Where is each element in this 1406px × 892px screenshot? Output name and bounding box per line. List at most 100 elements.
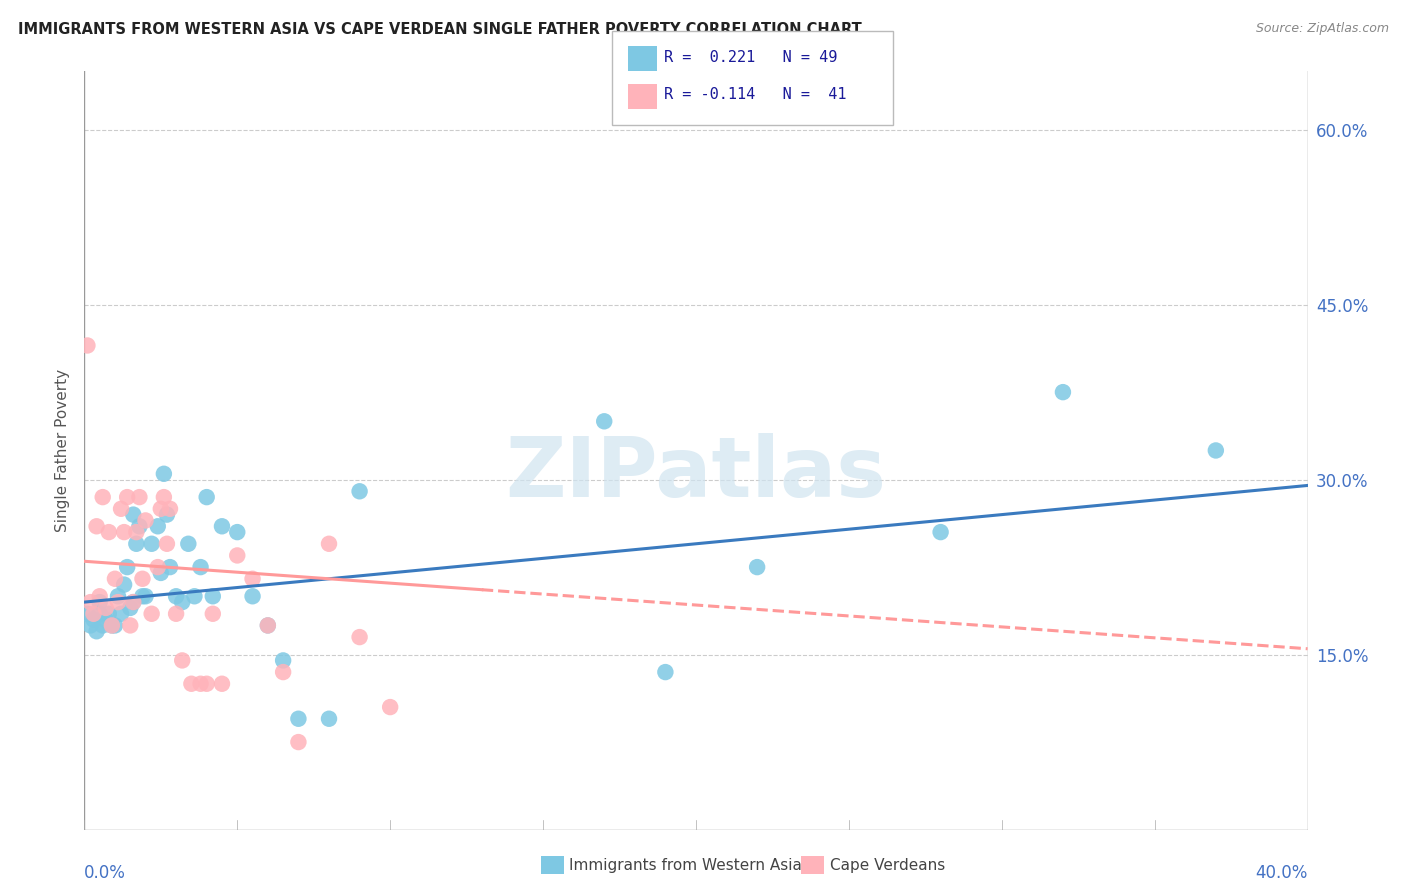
Point [115,490,138,504]
Point [747,560,769,574]
Point [101,618,124,632]
Point [76,338,98,352]
Point [156,537,179,551]
Point [86,519,108,533]
Point [94,601,117,615]
Point [211,519,233,533]
Point [201,607,224,621]
Text: R =  0.221   N = 49: R = 0.221 N = 49 [664,50,837,64]
Point [83,607,105,621]
Point [165,589,187,603]
Point [89,607,111,621]
Point [180,677,202,691]
Point [146,519,169,533]
Point [271,653,294,667]
Point [287,735,309,749]
Point [107,595,129,609]
Point [89,589,111,603]
Point [156,508,179,522]
Point [122,508,145,522]
Point [242,589,264,603]
Point [97,607,120,621]
Text: Immigrants from Western Asia: Immigrants from Western Asia [569,858,803,872]
Point [125,525,148,540]
Point [211,677,233,691]
Point [135,513,157,527]
Point [112,577,135,591]
Point [86,624,108,639]
Point [380,700,402,714]
Point [91,618,114,632]
Point [153,490,176,504]
Point [89,595,111,609]
Point [120,618,142,632]
Point [1205,443,1227,458]
Point [172,653,194,667]
Point [141,607,163,621]
Point [115,560,138,574]
Y-axis label: Single Father Poverty: Single Father Poverty [55,369,70,532]
Text: 40.0%: 40.0% [1256,863,1308,881]
Point [153,467,176,481]
Point [201,589,224,603]
Point [122,595,145,609]
Point [271,665,294,679]
Text: IMMIGRANTS FROM WESTERN ASIA VS CAPE VERDEAN SINGLE FATHER POVERTY CORRELATION C: IMMIGRANTS FROM WESTERN ASIA VS CAPE VER… [18,22,862,37]
Point [195,677,218,691]
Point [349,630,371,644]
Point [141,537,163,551]
Point [257,618,280,632]
Point [226,549,249,563]
Point [128,519,150,533]
Point [76,607,98,621]
Point [654,665,676,679]
Point [177,537,200,551]
Point [183,589,205,603]
Point [318,712,340,726]
Point [94,613,117,627]
Point [107,589,129,603]
Point [257,618,280,632]
Text: Source: ZipAtlas.com: Source: ZipAtlas.com [1256,22,1389,36]
Point [242,572,264,586]
Text: Cape Verdeans: Cape Verdeans [830,858,945,872]
Point [226,525,249,540]
Point [929,525,952,540]
Point [1052,385,1074,400]
Point [190,560,212,574]
Point [287,712,309,726]
Point [79,618,101,632]
Point [104,618,127,632]
Point [110,501,132,516]
Text: R = -0.114   N =  41: R = -0.114 N = 41 [664,87,846,102]
Point [159,501,181,516]
Point [101,618,124,632]
Point [593,414,616,428]
Point [349,484,371,499]
Text: 0.0%: 0.0% [84,863,127,881]
Point [110,607,132,621]
Point [149,501,172,516]
Point [120,601,142,615]
Point [190,677,212,691]
Point [149,566,172,580]
Text: ZIPatlas: ZIPatlas [506,433,886,514]
Point [83,613,105,627]
Point [131,589,153,603]
Point [91,490,114,504]
Point [195,490,218,504]
Point [122,595,145,609]
Point [172,595,194,609]
Point [159,560,181,574]
Point [146,560,169,574]
Point [112,525,135,540]
Point [125,537,148,551]
Point [128,490,150,504]
Point [135,589,157,603]
Point [165,607,187,621]
Point [79,595,101,609]
Point [97,525,120,540]
Point [104,572,127,586]
Point [318,537,340,551]
Point [131,572,153,586]
